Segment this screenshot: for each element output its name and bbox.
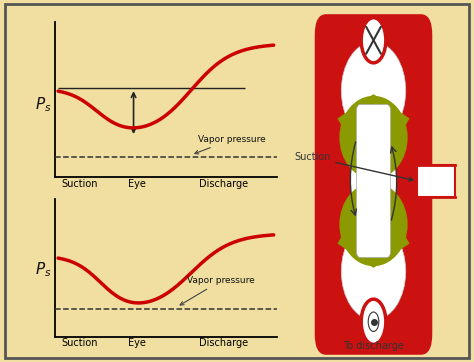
FancyBboxPatch shape [356, 105, 391, 257]
Polygon shape [337, 181, 410, 268]
Ellipse shape [339, 183, 408, 266]
Text: To discharge: To discharge [343, 341, 404, 351]
Ellipse shape [341, 42, 406, 139]
Text: Vapor pressure: Vapor pressure [180, 276, 255, 305]
FancyBboxPatch shape [315, 14, 432, 355]
Ellipse shape [339, 96, 408, 179]
Circle shape [361, 299, 386, 344]
Polygon shape [337, 94, 410, 181]
Circle shape [361, 18, 386, 63]
Text: Vapor pressure: Vapor pressure [195, 135, 266, 154]
Ellipse shape [341, 223, 406, 320]
FancyBboxPatch shape [351, 132, 396, 230]
Text: $P_s$: $P_s$ [35, 95, 52, 114]
Bar [417, 165, 455, 197]
Text: $P_s$: $P_s$ [35, 261, 52, 279]
Text: Suction: Suction [294, 152, 413, 181]
